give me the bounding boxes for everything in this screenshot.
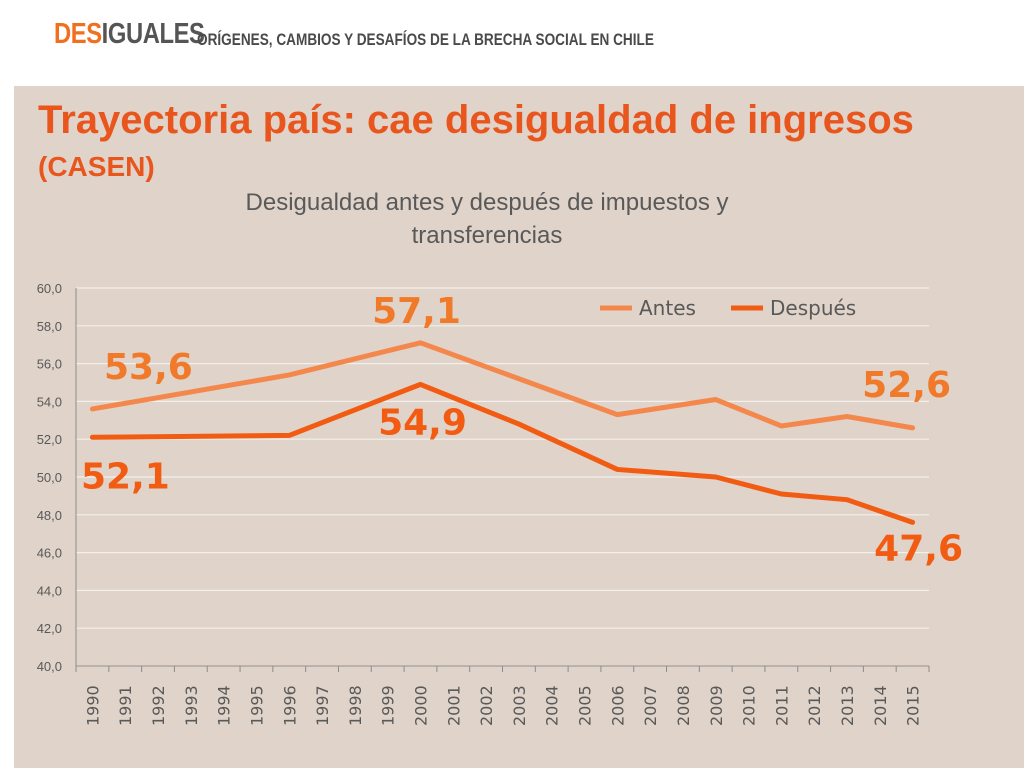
- slide-title: Trayectoria país: cae desigualdad de ing…: [38, 98, 914, 142]
- x-tick-label: 1998: [346, 685, 365, 726]
- brand-logo: DESIGUALES: [54, 18, 205, 51]
- data-label: 52,1: [81, 456, 170, 497]
- y-tick-label: 60,0: [37, 281, 62, 296]
- chart-title: Desigualdad antes y después de impuestos…: [245, 189, 729, 249]
- slide-subtitle: (CASEN): [38, 151, 155, 182]
- x-tick-label: 2003: [510, 685, 529, 726]
- legend-label-antes: Antes: [639, 296, 696, 320]
- y-tick-label: 50,0: [37, 470, 62, 485]
- x-tick-label: 1999: [379, 685, 398, 726]
- x-tick-label: 2015: [904, 685, 923, 726]
- x-tick-label: 2014: [871, 685, 890, 726]
- header-tagline: ORÍGENES, CAMBIOS Y DESAFÍOS DE LA BRECH…: [197, 30, 654, 49]
- data-label: 57,1: [372, 291, 461, 332]
- x-tick-label: 2000: [411, 685, 430, 726]
- x-tick-label: 1991: [116, 685, 135, 726]
- y-tick-label: 52,0: [37, 432, 62, 447]
- y-tick-label: 48,0: [37, 508, 62, 523]
- y-tick-label: 54,0: [37, 394, 62, 409]
- y-tick-label: 56,0: [37, 357, 62, 372]
- x-tick-label: 2001: [444, 685, 463, 726]
- x-tick-label: 2009: [707, 685, 726, 726]
- x-tick-label: 2008: [674, 685, 693, 726]
- x-tick-label: 1996: [280, 685, 299, 726]
- y-tick-label: 46,0: [37, 546, 62, 561]
- x-tick-label: 2005: [576, 685, 595, 726]
- data-label: 47,6: [874, 528, 963, 569]
- y-tick-label: 42,0: [37, 621, 62, 636]
- slide-panel: [14, 86, 1024, 768]
- x-tick-label: 2013: [838, 685, 857, 726]
- brand-part-1: DES: [54, 18, 102, 50]
- x-tick-label: 2007: [641, 685, 660, 726]
- brand-part-2: IGUALES: [101, 18, 205, 50]
- x-tick-label: 1994: [215, 685, 234, 726]
- x-tick-label: 2010: [740, 685, 759, 726]
- x-tick-label: 2002: [477, 685, 496, 726]
- x-tick-label: 1992: [149, 685, 168, 726]
- x-tick-label: 2011: [772, 685, 791, 726]
- x-tick-label: 1990: [83, 685, 102, 726]
- x-tick-label: 2012: [805, 685, 824, 726]
- x-tick-label: 2004: [543, 685, 562, 726]
- x-tick-label: 2006: [608, 685, 627, 726]
- x-tick-label: 1995: [247, 685, 266, 726]
- series-line-despues: [89, 381, 916, 525]
- x-tick-label: 1997: [313, 685, 332, 726]
- y-tick-label: 44,0: [37, 583, 62, 598]
- legend-label-despues: Después: [770, 296, 856, 320]
- data-label: 54,9: [378, 402, 467, 443]
- y-tick-label: 58,0: [37, 319, 62, 334]
- y-tick-label: 40,0: [37, 659, 62, 674]
- data-label: 53,6: [104, 347, 193, 388]
- x-tick-label: 1993: [182, 685, 201, 726]
- data-label: 52,6: [862, 365, 951, 406]
- header-bar: DESIGUALES ORÍGENES, CAMBIOS Y DESAFÍOS …: [0, 0, 1024, 86]
